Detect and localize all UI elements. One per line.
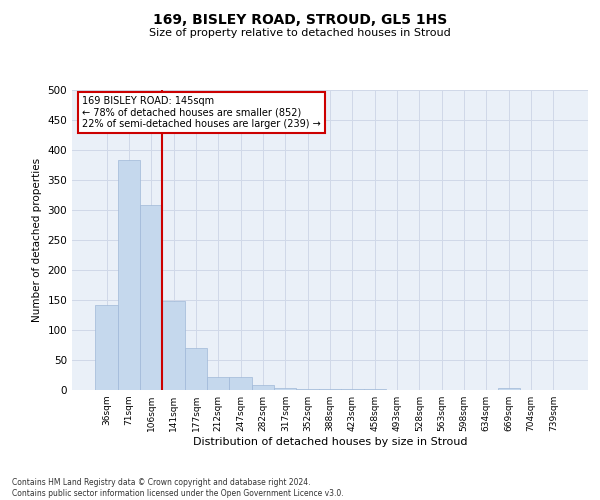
- Bar: [274, 388, 296, 390]
- Bar: [95, 305, 118, 390]
- Text: Size of property relative to detached houses in Stroud: Size of property relative to detached ho…: [149, 28, 451, 38]
- Text: 169, BISLEY ROAD, STROUD, GL5 1HS: 169, BISLEY ROAD, STROUD, GL5 1HS: [153, 12, 447, 26]
- Text: 169 BISLEY ROAD: 145sqm
← 78% of detached houses are smaller (852)
22% of semi-d: 169 BISLEY ROAD: 145sqm ← 78% of detache…: [82, 96, 321, 129]
- Bar: [229, 377, 252, 390]
- Bar: [185, 348, 207, 390]
- Bar: [118, 160, 140, 390]
- Bar: [497, 388, 520, 390]
- Y-axis label: Number of detached properties: Number of detached properties: [32, 158, 42, 322]
- Bar: [296, 389, 319, 390]
- Text: Contains HM Land Registry data © Crown copyright and database right 2024.
Contai: Contains HM Land Registry data © Crown c…: [12, 478, 344, 498]
- X-axis label: Distribution of detached houses by size in Stroud: Distribution of detached houses by size …: [193, 437, 467, 447]
- Bar: [252, 385, 274, 390]
- Bar: [341, 389, 364, 390]
- Bar: [207, 377, 229, 390]
- Bar: [140, 205, 163, 390]
- Bar: [163, 300, 185, 390]
